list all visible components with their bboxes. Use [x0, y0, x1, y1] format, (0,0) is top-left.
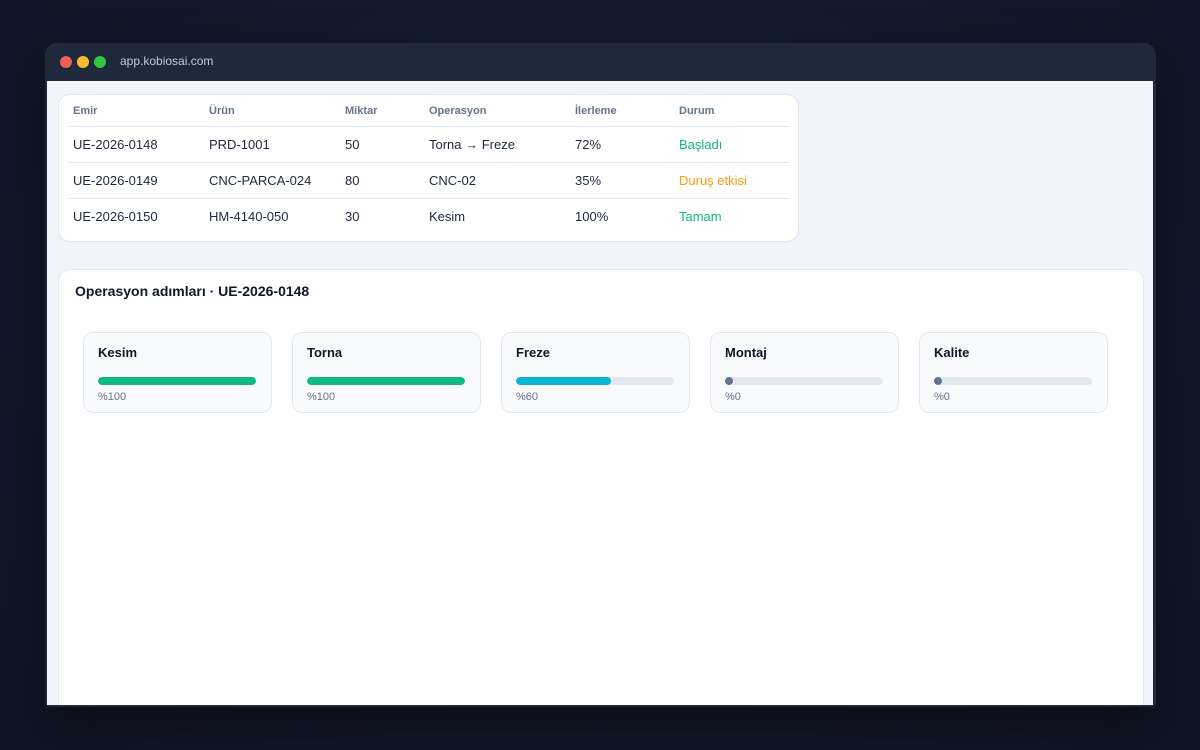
orders-table-card: Emir Ürün Miktar Operasyon İlerleme Duru…	[58, 94, 799, 242]
cell-durum: Başladı	[675, 126, 789, 163]
cell-emir: UE-2026-0149	[69, 162, 205, 199]
table-row[interactable]: UE-2026-0149 CNC-PARCA-024 80 CNC-02 35%…	[69, 162, 789, 199]
step-progress-track	[98, 377, 256, 385]
column-header-durum[interactable]: Durum	[675, 97, 789, 127]
step-progress-fill	[934, 377, 942, 385]
step-card-torna[interactable]: Torna %100	[292, 332, 481, 413]
step-card-kesim[interactable]: Kesim %100	[83, 332, 272, 413]
orders-table: Emir Ürün Miktar Operasyon İlerleme Duru…	[69, 97, 789, 234]
maximize-window-button[interactable]	[94, 56, 106, 68]
table-row[interactable]: UE-2026-0148 PRD-1001 50 Torna → Freze 7…	[69, 126, 789, 163]
step-progress-track	[934, 377, 1092, 385]
operation-steps-panel: Operasyon adımları · UE-2026-0148 Kesim …	[58, 269, 1144, 705]
step-name: Torna	[307, 345, 343, 360]
column-header-emir[interactable]: Emir	[69, 97, 205, 127]
page-viewport: Emir Ürün Miktar Operasyon İlerleme Duru…	[47, 81, 1153, 705]
column-header-operasyon[interactable]: Operasyon	[425, 97, 571, 127]
close-window-button[interactable]	[60, 56, 72, 68]
table-header-row: Emir Ürün Miktar Operasyon İlerleme Duru…	[69, 97, 789, 127]
step-name: Kesim	[98, 345, 138, 360]
cell-durum: Duruş etkisi	[675, 162, 789, 199]
cell-miktar: 50	[341, 126, 425, 163]
cell-durum: Tamam	[679, 208, 722, 224]
cell-ilerleme: 100%	[575, 208, 609, 224]
cell-urun: HM-4140-050	[209, 208, 289, 224]
step-card-kalite[interactable]: Kalite %0	[919, 332, 1108, 413]
step-progress-track	[725, 377, 883, 385]
step-name: Montaj	[725, 345, 767, 360]
cell-operasyon: CNC-02	[425, 162, 571, 199]
step-progress-fill	[516, 377, 611, 385]
cell-ilerleme: 35%	[571, 162, 675, 199]
cell-emir: UE-2026-0150	[73, 208, 158, 224]
cell-emir: UE-2026-0148	[69, 126, 205, 163]
step-card-freze[interactable]: Freze %60	[501, 332, 690, 413]
step-progress-label: %100	[98, 391, 127, 403]
browser-window: app.kobiosai.com Emir Ürün Miktar Operas…	[45, 43, 1156, 707]
step-progress-label: %0	[725, 391, 741, 403]
cell-operasyon: Torna → Freze	[425, 126, 571, 163]
column-header-ilerleme[interactable]: İlerleme	[571, 97, 675, 127]
step-name: Kalite	[934, 345, 970, 360]
step-progress-fill	[98, 377, 256, 385]
table-row[interactable]: UE-2026-0150 HM-4140-050 30 Kesim 100% T…	[69, 198, 789, 234]
column-header-urun[interactable]: Ürün	[205, 97, 341, 127]
cell-miktar: 30	[345, 208, 360, 224]
cell-miktar: 80	[341, 162, 425, 199]
column-header-miktar[interactable]: Miktar	[341, 97, 425, 127]
step-card-montaj[interactable]: Montaj %0	[710, 332, 899, 413]
step-name: Freze	[516, 345, 550, 360]
minimize-window-button[interactable]	[77, 56, 89, 68]
step-progress-label: %100	[307, 391, 336, 403]
cell-operasyon: Kesim	[429, 208, 466, 224]
step-progress-fill	[307, 377, 465, 385]
step-progress-track	[516, 377, 674, 385]
cell-ilerleme: 72%	[571, 126, 675, 163]
cell-urun: PRD-1001	[205, 126, 341, 163]
cell-urun: CNC-PARCA-024	[205, 162, 341, 199]
browser-titlebar: app.kobiosai.com	[45, 43, 1156, 81]
steps-panel-title: Operasyon adımları · UE-2026-0148	[75, 283, 310, 299]
address-bar[interactable]: app.kobiosai.com	[120, 54, 214, 68]
step-progress-fill	[725, 377, 733, 385]
step-progress-label: %0	[934, 391, 950, 403]
step-progress-track	[307, 377, 465, 385]
step-progress-label: %60	[516, 391, 539, 403]
